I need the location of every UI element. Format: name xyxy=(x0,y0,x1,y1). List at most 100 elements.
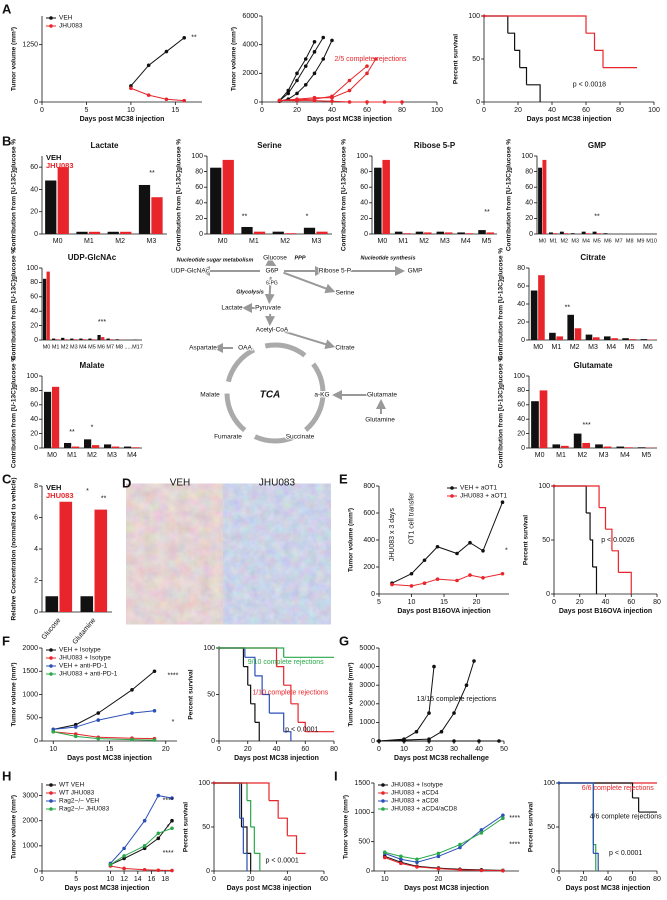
annotation: 2/5 complete rejections xyxy=(335,56,407,63)
y-tick-label: 800 xyxy=(363,483,375,490)
y-tick-label: 20 xyxy=(517,430,525,437)
annotation: **** xyxy=(167,673,178,680)
annotation: 1/10 complete rejections xyxy=(252,689,328,696)
bar xyxy=(73,339,78,340)
x-tick-label: M8 xyxy=(626,238,634,244)
y-tick-label: 0 xyxy=(34,445,38,452)
data-point xyxy=(51,729,56,734)
y-axis-label: Contribution from [U-13C]glucose % xyxy=(341,139,348,252)
y-tick-label: 60 xyxy=(30,402,38,409)
y-tick-label: 0 xyxy=(521,445,525,452)
x-tick-label: 5 xyxy=(377,599,381,606)
pathway-node: Aspartate xyxy=(189,345,217,352)
series-line xyxy=(110,865,173,871)
y-tick-label: 100 xyxy=(538,483,550,490)
x-tick-label: M1 xyxy=(52,344,60,350)
x-tick-label: 0 xyxy=(40,107,44,114)
legend-label: WT VEH xyxy=(59,782,84,789)
bar xyxy=(64,442,72,448)
legend-label: VEH xyxy=(46,153,61,162)
data-point xyxy=(152,669,157,674)
bar xyxy=(486,232,495,234)
x-tick-label: M2 xyxy=(87,452,97,459)
y-tick-label: 40 xyxy=(525,200,533,207)
data-point xyxy=(501,813,505,818)
y-tick-label: 60 xyxy=(517,402,525,409)
data-point xyxy=(164,49,169,54)
annotation: ** xyxy=(594,214,600,221)
annotation: ** xyxy=(149,170,155,177)
survival-step xyxy=(247,800,252,827)
bar xyxy=(611,338,618,340)
survival-step xyxy=(269,712,285,732)
x-tick-label: M4 xyxy=(606,344,616,351)
legend-label: VEH + aOT1 xyxy=(460,485,497,492)
data-point xyxy=(501,868,505,873)
annotation: ** xyxy=(565,304,571,311)
data-point xyxy=(452,711,456,715)
data-point xyxy=(414,729,419,734)
x-tick-label: 14 xyxy=(134,876,142,883)
bar xyxy=(564,233,569,234)
survival-step xyxy=(484,15,587,34)
y-tick-label: 500 xyxy=(26,715,38,722)
x-tick-label: 15 xyxy=(106,746,114,753)
annotation: **** xyxy=(163,797,174,804)
legend-label: JHU083 + aCD4/aCD8 xyxy=(391,806,457,813)
y-axis-label: Percent survival xyxy=(183,802,190,852)
data-point xyxy=(501,816,505,820)
data-point xyxy=(365,100,369,104)
bar xyxy=(549,332,556,340)
y-tick-label: 60 xyxy=(30,164,38,171)
x-tick-label: 80 xyxy=(653,599,661,606)
survival-step xyxy=(239,817,244,854)
x-tick-label: M5 xyxy=(641,452,651,459)
x-tick-label: M7 xyxy=(106,344,114,350)
y-axis-label: Tumor volume (mm³) xyxy=(348,508,355,572)
x-tick-label: M8 xyxy=(115,344,123,350)
x-tick-label: M5 xyxy=(482,238,492,245)
bar xyxy=(538,167,543,234)
data-point xyxy=(415,865,419,869)
bar xyxy=(316,231,328,234)
bar xyxy=(394,231,403,234)
x-tick-label: 60 xyxy=(582,107,590,114)
y-tick-label: 4000 xyxy=(242,42,258,49)
series-line xyxy=(110,820,173,866)
survival-step xyxy=(278,817,288,836)
bar xyxy=(138,184,151,234)
data-point xyxy=(330,38,334,43)
series-line xyxy=(391,573,503,587)
x-tick-label: M0 xyxy=(43,344,51,350)
bar xyxy=(82,339,87,340)
y-tick-label: 80 xyxy=(525,168,533,175)
chart-title: Malate xyxy=(80,361,105,370)
bar xyxy=(444,232,453,234)
legend-marker xyxy=(49,664,53,668)
y-tick-label: 2000 xyxy=(22,645,38,652)
annotation: **** xyxy=(163,850,174,857)
annotation: **** xyxy=(509,841,520,848)
y-axis-label: Contribution from [U-13C]glucose % xyxy=(11,248,18,361)
y-tick-label: 80 xyxy=(360,168,368,175)
data-point xyxy=(468,540,472,545)
x-tick-label: M4 xyxy=(582,238,590,244)
y-axis-label: Tumor volume (mm³) xyxy=(11,662,18,726)
bar xyxy=(57,167,69,234)
x-tick-label: M3 xyxy=(312,238,322,245)
data-point xyxy=(365,64,369,68)
y-tick-label: 50 xyxy=(472,56,480,63)
x-tick-label: M9 xyxy=(637,238,645,244)
data-point xyxy=(402,739,406,743)
bar xyxy=(151,197,163,234)
y-tick-label: 60 xyxy=(195,184,203,191)
y-tick-label: 0 xyxy=(34,337,38,344)
data-point xyxy=(142,867,147,872)
pathway-node: Serine xyxy=(336,290,355,297)
y-tick-label: 0 xyxy=(34,231,38,238)
y-tick-label: 0 xyxy=(34,738,38,745)
bar xyxy=(132,447,140,448)
bar xyxy=(46,271,50,340)
legend-label: JHU083 + aCD4 xyxy=(391,790,439,797)
data-point xyxy=(129,86,133,91)
